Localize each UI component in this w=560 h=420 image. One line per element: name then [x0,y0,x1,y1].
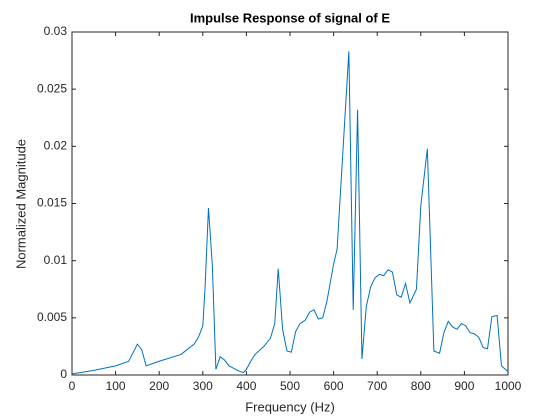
y-tick-label: 0 [60,367,67,381]
line-series [71,51,509,375]
plot-area [71,31,509,376]
x-tick-label: 700 [367,379,387,393]
x-axis-label: Frequency (Hz) [245,399,335,414]
y-tick-label: 0.03 [44,24,68,38]
chart-title: Impulse Response of signal of E [190,10,390,25]
x-tick-label: 100 [106,379,126,393]
x-tick-label: 400 [236,379,256,393]
x-tick-label: 500 [280,379,300,393]
x-tick-label: 900 [454,379,474,393]
x-tick-label: 0 [69,379,76,393]
y-tick-label: 0.02 [44,139,68,153]
y-tick-label: 0.015 [37,196,67,210]
x-tick-label: 600 [324,379,344,393]
x-tick-label: 1000 [495,379,522,393]
y-tick-label: 0.025 [37,81,67,95]
x-tick-label: 300 [193,379,213,393]
y-axis-label: Normalized Magnitude [13,139,28,269]
y-tick-label: 0.005 [37,310,67,324]
y-tick-label: 0.01 [44,253,68,267]
x-tick-label: 800 [411,379,431,393]
x-tick-label: 200 [149,379,169,393]
